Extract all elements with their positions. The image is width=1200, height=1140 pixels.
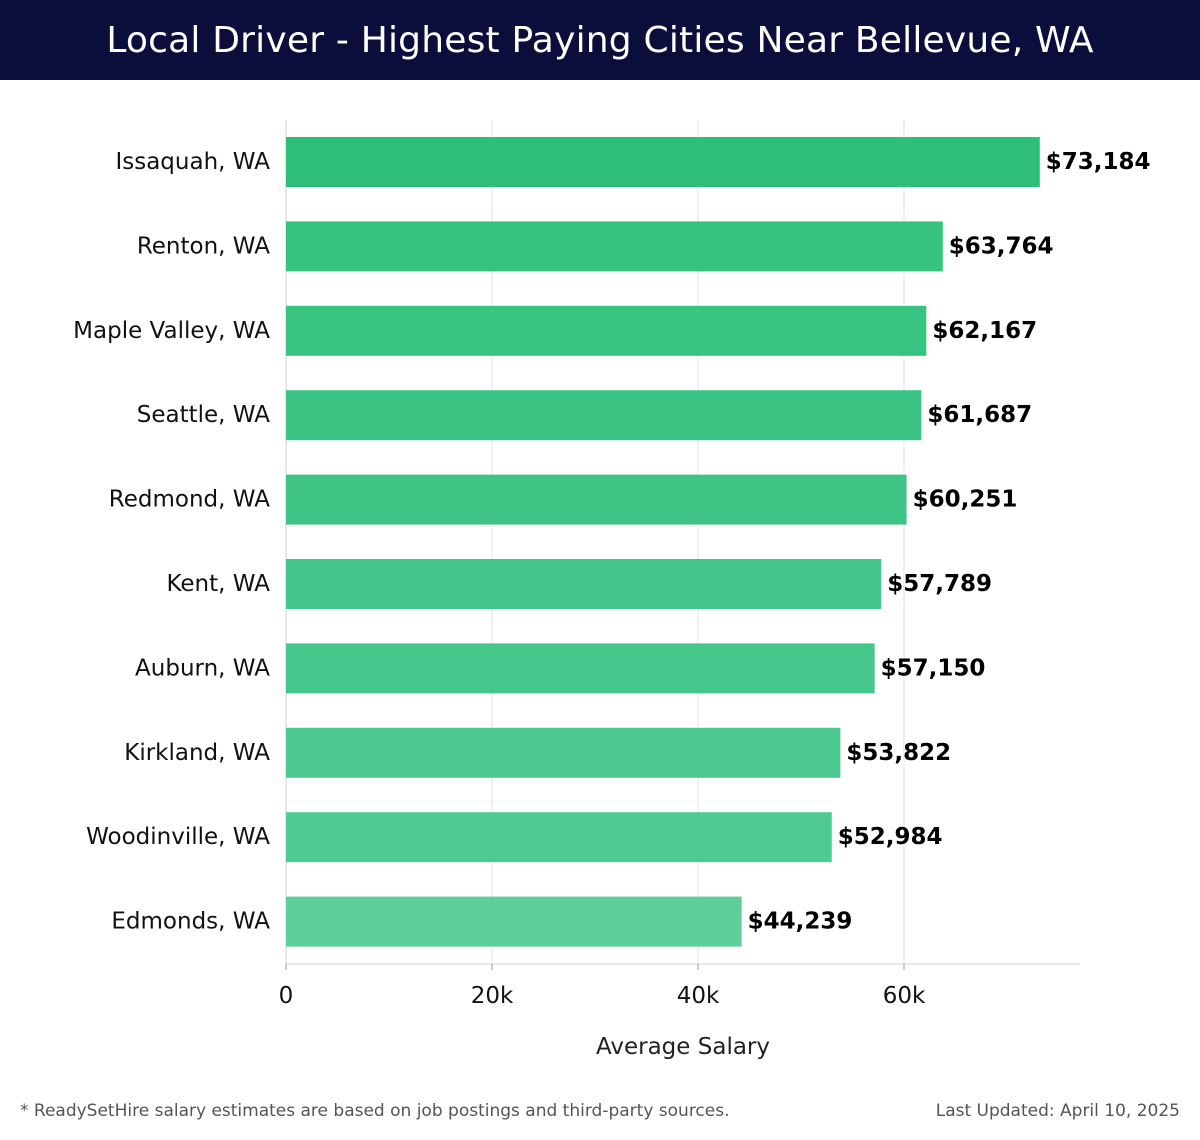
category-label: Auburn, WA [135, 655, 270, 681]
value-label: $44,239 [748, 909, 853, 935]
bar [286, 812, 832, 863]
value-label: $73,184 [1046, 149, 1151, 175]
x-tick-label: 60k [883, 983, 926, 1009]
bar [286, 727, 841, 778]
chart-header: Local Driver - Highest Paying Cities Nea… [0, 0, 1200, 80]
x-tick-label: 20k [471, 983, 514, 1009]
category-label: Edmonds, WA [111, 909, 270, 935]
footnote: * ReadySetHire salary estimates are base… [20, 1101, 730, 1121]
salary-bar-chart: Issaquah, WA $73,184 Renton, WA $63,764 Mapl… [73, 120, 1151, 1060]
category-label: Kent, WA [166, 571, 270, 597]
x-tick-label: 40k [677, 983, 720, 1009]
bar [286, 896, 742, 947]
category-label: Maple Valley, WA [73, 318, 270, 344]
bar [286, 305, 927, 356]
category-label: Kirkland, WA [124, 740, 270, 766]
value-label: $60,251 [913, 487, 1018, 513]
bar [286, 643, 875, 694]
category-label: Renton, WA [137, 233, 270, 259]
value-label: $57,789 [887, 571, 992, 597]
category-label: Seattle, WA [137, 402, 271, 428]
x-axis-title: Average Salary [596, 1034, 770, 1060]
value-label: $57,150 [881, 655, 986, 681]
value-label: $53,822 [846, 740, 951, 766]
category-label: Issaquah, WA [115, 149, 270, 175]
category-label: Woodinville, WA [86, 824, 270, 850]
category-label: Redmond, WA [109, 487, 270, 513]
last-updated: Last Updated: April 10, 2025 [935, 1101, 1180, 1121]
x-tick-label: 0 [279, 983, 294, 1009]
value-label: $61,687 [927, 402, 1032, 428]
chart-title: Local Driver - Highest Paying Cities Nea… [106, 19, 1094, 61]
value-label: $52,984 [838, 824, 943, 850]
bar [286, 474, 907, 525]
bar [286, 559, 882, 609]
value-label: $62,167 [932, 318, 1037, 344]
value-label: $63,764 [949, 233, 1054, 259]
bar [286, 390, 922, 441]
bar [286, 221, 943, 272]
bar [286, 137, 1040, 187]
